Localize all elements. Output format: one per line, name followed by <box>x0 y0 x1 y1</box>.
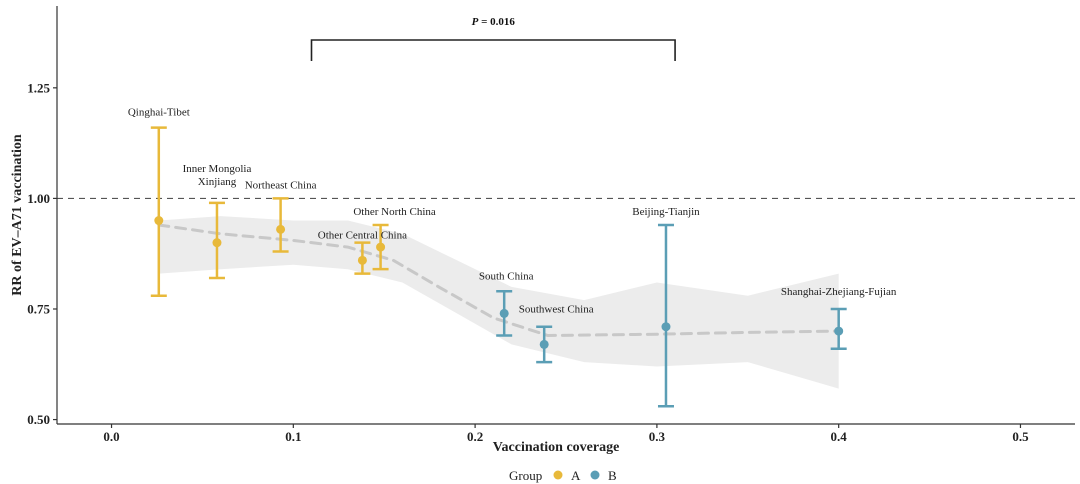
legend: Group A B <box>509 468 617 483</box>
p-value-symbol: P <box>472 16 479 28</box>
y-axis-title: RR of EV–A71 vaccination <box>10 134 25 296</box>
x-axis-title: Vaccination coverage <box>493 440 620 455</box>
point-label-7: Southwest China <box>519 304 594 316</box>
data-point-1 <box>150 126 167 297</box>
p-value-label: P = 0.016 <box>472 16 516 28</box>
y-tick-label-2: 1.00 <box>27 191 50 206</box>
point-marker <box>499 308 509 318</box>
point-label-9: Shanghai-Zhejiang-Fujian <box>781 286 897 298</box>
confidence-band <box>158 216 839 389</box>
x-tick-label-1: 0.1 <box>285 429 301 444</box>
legend-label-A: A <box>571 468 581 483</box>
error-bar-layer <box>150 126 847 408</box>
point-marker <box>276 224 286 234</box>
x-tick-label-0: 0.0 <box>103 429 119 444</box>
point-label-4: Other Central China <box>318 230 407 242</box>
point-label-2: Inner Mongolia <box>183 163 252 175</box>
legend-marker-B <box>590 470 600 480</box>
point-label-6: South China <box>479 270 534 282</box>
data-point-5 <box>372 223 389 271</box>
x-tick-label-3: 0.3 <box>649 429 666 444</box>
trend-line-layer <box>157 223 841 338</box>
x-tick-label-4: 0.4 <box>831 429 848 444</box>
point-marker <box>661 322 671 332</box>
legend-title: Group <box>509 468 542 483</box>
point-label-5: Other North China <box>353 206 436 218</box>
point-marker <box>154 216 164 226</box>
trend-line <box>157 223 841 338</box>
point-marker <box>357 255 367 265</box>
y-tick-label-1: 0.75 <box>27 301 50 316</box>
x-tick-label-2: 0.2 <box>467 429 483 444</box>
point-label-3: Northeast China <box>245 179 317 191</box>
point-label-2: Xinjiang <box>198 176 237 188</box>
p-value-number: = 0.016 <box>478 16 515 28</box>
point-marker <box>212 238 222 248</box>
legend-marker-A <box>553 470 563 480</box>
confidence-band-layer <box>158 216 839 389</box>
data-point-2 <box>208 201 225 280</box>
y-tick-label-0: 0.50 <box>27 412 50 427</box>
data-point-9 <box>830 307 847 351</box>
legend-label-B: B <box>608 468 617 483</box>
bracket-line <box>310 39 676 61</box>
point-label-1: Qinghai-Tibet <box>128 107 190 119</box>
x-tick-label-5: 0.5 <box>1012 429 1029 444</box>
y-tick-label-3: 1.25 <box>27 80 50 95</box>
data-point-8 <box>657 223 674 408</box>
point-marker <box>376 242 386 252</box>
point-marker <box>539 339 549 349</box>
data-point-4 <box>354 241 371 275</box>
axis-layer: 0.0 0.1 0.2 0.3 0.4 0.5 0.50 0.75 1.00 1.25 Vaccin… <box>10 6 1075 455</box>
point-marker <box>834 326 844 336</box>
data-point-6 <box>496 290 513 337</box>
point-label-8: Beijing-Tianjin <box>632 206 700 218</box>
significance-bracket: P = 0.016 <box>310 16 676 61</box>
data-point-3 <box>272 197 289 253</box>
data-point-7 <box>536 325 553 364</box>
